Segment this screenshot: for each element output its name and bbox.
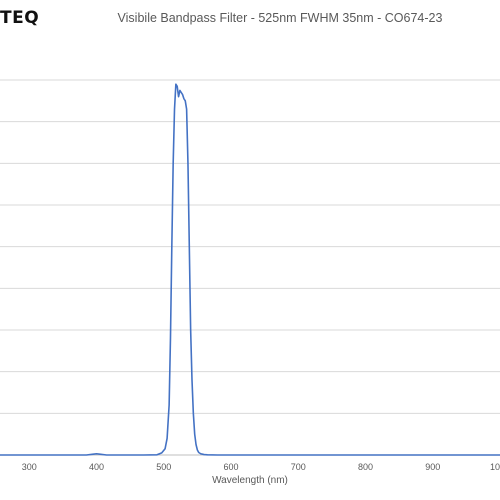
x-tick-label-400: 400 xyxy=(89,462,104,472)
x-tick-label-800: 800 xyxy=(358,462,373,472)
x-tick-label-300: 300 xyxy=(22,462,37,472)
x-tick-labels: 2003004005006007008009001000 xyxy=(22,462,500,472)
x-tick-label-600: 600 xyxy=(223,462,238,472)
x-axis-title: Wavelength (nm) xyxy=(212,475,288,486)
series-line-0 xyxy=(0,83,500,456)
gridlines xyxy=(0,79,500,456)
x-tick-label-500: 500 xyxy=(156,462,171,472)
company-logo: TEQ xyxy=(0,8,40,28)
series-layer xyxy=(0,83,500,456)
x-tick-label-1000: 1000 xyxy=(490,462,500,472)
chart-title: Visibile Bandpass Filter - 525nm FWHM 35… xyxy=(117,11,443,25)
x-tick-label-700: 700 xyxy=(291,462,306,472)
x-tick-label-900: 900 xyxy=(425,462,440,472)
